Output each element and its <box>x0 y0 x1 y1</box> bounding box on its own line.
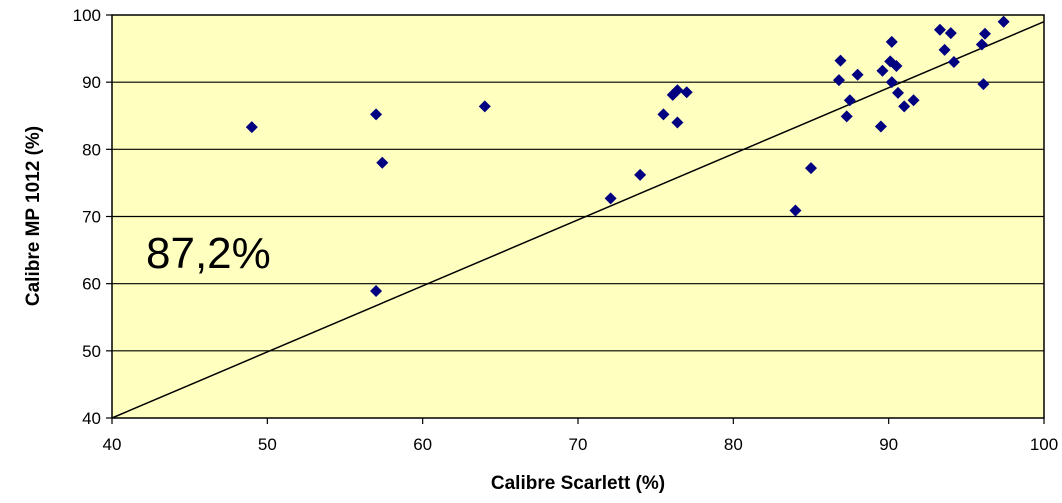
data-point-14 <box>832 74 845 87</box>
x-tick-label-80: 80 <box>724 435 743 454</box>
data-point-25 <box>891 86 904 99</box>
data-point-27 <box>907 94 920 107</box>
y-tick-label-90: 90 <box>82 73 101 92</box>
y-tick-label-100: 100 <box>73 6 101 25</box>
data-point-10 <box>671 116 684 129</box>
data-point-18 <box>851 68 864 81</box>
data-point-13 <box>805 162 817 175</box>
y-tick-label-50: 50 <box>82 342 101 361</box>
x-tick-label-90: 90 <box>879 435 898 454</box>
data-point-15 <box>834 54 847 67</box>
data-point-22 <box>885 76 898 89</box>
x-tick-label-100: 100 <box>1030 435 1058 454</box>
data-point-30 <box>944 27 957 40</box>
y-tick-labels: 40 50 60 70 80 90 100 <box>73 6 101 428</box>
axis-ticks <box>106 14 1045 424</box>
data-point-28 <box>933 23 946 36</box>
data-point-24 <box>890 60 903 73</box>
y-tick-label-60: 60 <box>82 275 101 294</box>
x-tick-labels: 40 50 60 70 80 90 100 <box>103 435 1059 454</box>
data-point-32 <box>975 38 988 51</box>
data-point-3 <box>370 285 383 298</box>
data-points <box>245 15 1010 298</box>
data-point-5 <box>604 192 617 205</box>
data-point-31 <box>947 56 960 69</box>
data-point-29 <box>938 43 951 56</box>
data-point-11 <box>680 86 693 99</box>
data-point-6 <box>634 168 647 181</box>
data-point-4 <box>478 100 491 113</box>
data-point-17 <box>843 94 856 107</box>
data-point-35 <box>997 15 1010 28</box>
data-point-1 <box>370 108 383 121</box>
x-tick-label-70: 70 <box>569 435 588 454</box>
data-point-33 <box>977 78 990 91</box>
y-tick-label-40: 40 <box>82 409 101 428</box>
y-tick-label-80: 80 <box>82 140 101 159</box>
data-point-7 <box>657 108 670 121</box>
data-point-9 <box>671 84 684 97</box>
reference-line <box>111 21 1045 419</box>
data-point-16 <box>840 110 853 123</box>
x-tick-label-50: 50 <box>258 435 277 454</box>
annotation-label: 87,2% <box>146 229 271 278</box>
data-point-26 <box>898 100 911 113</box>
x-tick-label-60: 60 <box>413 435 432 454</box>
data-point-20 <box>876 64 889 77</box>
data-point-0 <box>245 121 258 134</box>
x-tick-label-40: 40 <box>103 435 122 454</box>
y-tick-label-70: 70 <box>82 208 101 227</box>
data-point-2 <box>376 156 389 169</box>
x-axis-title: Calibre Scarlett (%) <box>491 473 665 494</box>
data-point-12 <box>789 204 802 217</box>
data-point-34 <box>978 27 991 40</box>
y-axis-title: Calibre MP 1012 (%) <box>23 126 44 306</box>
data-point-19 <box>874 120 887 133</box>
data-point-23 <box>885 35 898 48</box>
